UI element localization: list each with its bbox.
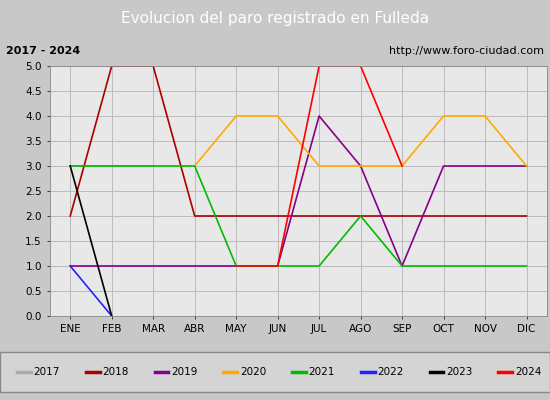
Text: 2021: 2021 xyxy=(309,367,335,377)
Text: 2017: 2017 xyxy=(34,367,60,377)
Text: 2020: 2020 xyxy=(240,367,266,377)
Text: 2024: 2024 xyxy=(515,367,541,377)
Text: http://www.foro-ciudad.com: http://www.foro-ciudad.com xyxy=(389,46,544,56)
Text: 2023: 2023 xyxy=(446,367,472,377)
Text: 2019: 2019 xyxy=(171,367,197,377)
FancyBboxPatch shape xyxy=(0,352,550,392)
Text: 2018: 2018 xyxy=(102,367,129,377)
Text: Evolucion del paro registrado en Fulleda: Evolucion del paro registrado en Fulleda xyxy=(121,10,429,26)
Text: 2017 - 2024: 2017 - 2024 xyxy=(6,46,80,56)
Text: 2022: 2022 xyxy=(377,367,404,377)
